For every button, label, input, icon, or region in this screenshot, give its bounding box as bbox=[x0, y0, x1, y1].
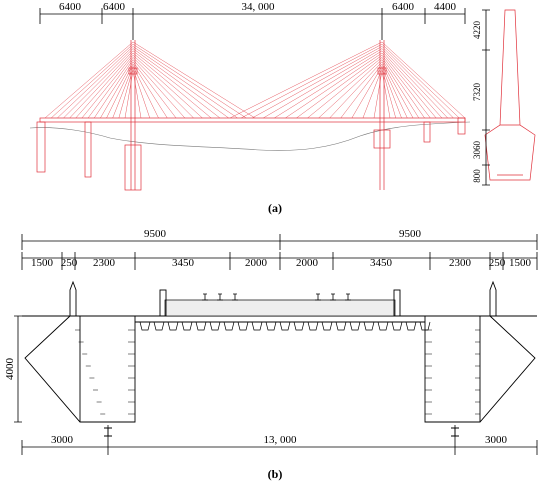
dimension-label: 800 bbox=[472, 169, 482, 183]
slab-ribs bbox=[75, 293, 480, 415]
left-box bbox=[24, 315, 136, 423]
rail bbox=[232, 293, 238, 301]
dimension-label: 1500 bbox=[31, 257, 54, 269]
height-dimension-line bbox=[14, 315, 22, 423]
tower-beam bbox=[128, 67, 138, 75]
dimension-label: 2000 bbox=[296, 257, 319, 269]
dimension-label: 4000 bbox=[4, 358, 16, 381]
caption: (b) bbox=[268, 467, 283, 481]
dimension-label: 1500 bbox=[509, 257, 532, 269]
dimension-line bbox=[21, 234, 538, 250]
parapet bbox=[69, 280, 497, 316]
dimension-label: 3000 bbox=[51, 434, 74, 446]
rail bbox=[315, 293, 321, 301]
rail bbox=[345, 293, 351, 301]
dimension-label: 250 bbox=[61, 257, 78, 269]
dimension-label: 9500 bbox=[399, 228, 422, 240]
dimension-label: 13, 000 bbox=[264, 434, 298, 446]
barrier bbox=[159, 289, 167, 317]
bearing bbox=[104, 427, 459, 437]
dimension-line bbox=[21, 425, 538, 455]
dimension-label: 4400 bbox=[434, 1, 457, 13]
dimension-line bbox=[21, 252, 538, 270]
pier bbox=[423, 121, 431, 143]
dimension-label: 3060 bbox=[472, 141, 482, 160]
dimension-label: 3450 bbox=[370, 257, 393, 269]
tower-side-view bbox=[484, 9, 536, 181]
dimension-label: 9500 bbox=[144, 228, 167, 240]
cable bbox=[44, 41, 466, 119]
bridge-elevation bbox=[29, 8, 536, 191]
ground-line bbox=[29, 121, 471, 151]
rail bbox=[217, 293, 223, 301]
dimension-label: 7320 bbox=[472, 83, 482, 102]
ballast bbox=[164, 299, 396, 317]
rib bbox=[139, 321, 431, 331]
tower-beam bbox=[377, 67, 387, 75]
dimension-label: 6400 bbox=[59, 1, 82, 13]
right-box bbox=[424, 315, 536, 423]
towers bbox=[130, 40, 385, 190]
caption: (a) bbox=[268, 201, 282, 215]
pier bbox=[457, 117, 466, 135]
dimension-label: 2300 bbox=[93, 257, 116, 269]
dimension-label: 3450 bbox=[172, 257, 195, 269]
stiffener bbox=[75, 329, 480, 415]
dimension-label: 3000 bbox=[485, 434, 508, 446]
dimension-label: 250 bbox=[489, 257, 506, 269]
dimension-label: 6400 bbox=[392, 1, 415, 13]
pile-group bbox=[124, 144, 142, 191]
pile-group bbox=[373, 129, 391, 149]
side-dimension-line bbox=[482, 9, 490, 186]
pier bbox=[84, 121, 92, 178]
rail bbox=[202, 293, 208, 301]
stay-cables bbox=[44, 41, 466, 119]
pier bbox=[36, 121, 46, 173]
dimension-label: 4220 bbox=[472, 21, 482, 40]
barrier bbox=[393, 289, 401, 317]
dimension-ticks bbox=[39, 8, 466, 40]
dimension-label: 34, 000 bbox=[242, 1, 276, 13]
dimension-label: 2300 bbox=[449, 257, 472, 269]
rail bbox=[330, 293, 336, 301]
dimension-label: 6400 bbox=[103, 1, 126, 13]
cross-section bbox=[14, 234, 538, 455]
dimension-label: 2000 bbox=[245, 257, 268, 269]
deck bbox=[39, 117, 466, 123]
